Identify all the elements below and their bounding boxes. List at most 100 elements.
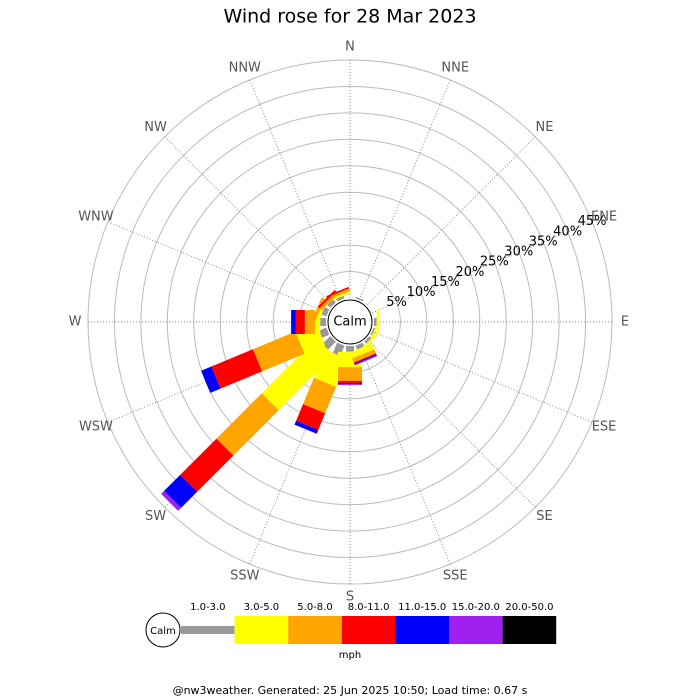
direction-label: NNE [441,60,469,75]
ring-label: 45% [578,214,607,229]
wind-bar [336,295,345,302]
wind-bar [364,336,372,344]
wind-bar [374,318,377,326]
ring [113,85,587,559]
legend-swatch [502,616,557,644]
calm-label: Calm [333,315,366,330]
spoke [371,330,593,423]
legend-label: 3.0-5.0 [244,602,279,613]
direction-label: WSW [79,420,113,435]
wind-bar [321,307,330,317]
legend-swatch [341,616,396,644]
spoke [358,343,451,565]
wind-bar [327,299,336,308]
direction-label: ENE [591,209,617,224]
legend-label: 20.0-50.0 [505,602,553,613]
chart-title: Wind rose for 28 Mar 2023 [223,6,476,28]
direction-label: SE [536,509,552,524]
wind-bar [354,355,378,366]
direction-label: N [345,40,355,55]
wind-bar [352,349,376,363]
direction-label: SSW [230,569,260,584]
wind-bar [261,338,334,411]
wind-bar [355,296,364,302]
wind-bar [304,310,315,334]
wind-bar [303,377,337,414]
ring [272,244,428,400]
wind-bar [354,354,377,365]
wind-bar [216,393,279,456]
legend-swatch [449,616,503,644]
ring-label: 35% [529,234,558,249]
ring-label: 30% [504,245,533,260]
spoke [366,338,536,508]
wind-bar [353,353,377,364]
wind-bar [326,288,351,301]
ring-label: 15% [431,275,460,290]
direction-label: W [69,315,82,330]
wind-bar [161,490,182,511]
wind-bar [338,383,362,385]
wind-bar [338,384,362,386]
legend-label: 1.0-3.0 [190,602,225,613]
legend-label: 8.0-11.0 [348,602,390,613]
wind-bar [346,346,354,352]
wind-bar [369,320,380,344]
spoke [164,136,334,306]
direction-label: E [621,315,629,330]
direction-label: S [346,590,354,605]
ring [246,218,454,426]
direction-label: ESE [592,420,617,435]
wind-bar [355,342,365,350]
wind-bar [326,286,350,298]
wind-bar [211,349,263,389]
wind-bar [201,366,221,393]
direction-label: NE [535,120,553,135]
wind-bar [338,380,362,384]
legend-unit: mph [339,650,361,661]
ring-label: 5% [386,295,407,310]
wind-bar [164,474,198,508]
wind-bar [296,404,326,430]
ring-label: 10% [407,285,436,300]
wind-bar [180,438,234,492]
spoke [366,136,536,306]
legend-calm-label: Calm [150,626,176,637]
spoke [107,221,329,314]
spoke [358,79,451,301]
ring-label: 20% [455,265,484,280]
spoke [249,79,342,301]
wind-bar [322,336,336,350]
wind-bar [291,310,296,334]
wind-bar [320,318,326,326]
wind-bar [294,420,319,434]
footer: @nw3weather. Generated: 25 Jun 2025 10:5… [173,684,528,697]
wind-bar [370,327,376,336]
direction-label: SW [145,509,166,524]
legend-label: 11.0-15.0 [398,602,446,613]
direction-label: NNW [229,60,261,75]
wind-bar [318,327,330,338]
spoke [371,221,593,314]
wind-bar [327,290,351,302]
legend-calm-circle [145,612,181,648]
legend-label: 5.0-8.0 [297,602,332,613]
direction-label: WNW [78,209,114,224]
wind-bar [295,310,305,334]
ring-label: 25% [480,255,509,270]
wind-bar [360,332,379,351]
ring [140,112,560,532]
legend-swatch [288,616,342,644]
wind-bar [252,331,305,372]
legend-swatch [181,626,235,634]
ring-label: 40% [553,224,582,239]
legend-label: 15.0-20.0 [452,602,500,613]
ring [166,138,534,506]
legend-swatch [234,616,289,644]
direction-label: SSE [443,569,468,584]
calm-circle [327,299,373,345]
direction-label: NW [144,120,167,135]
legend-swatch [395,616,449,644]
wind-bar [338,367,362,381]
